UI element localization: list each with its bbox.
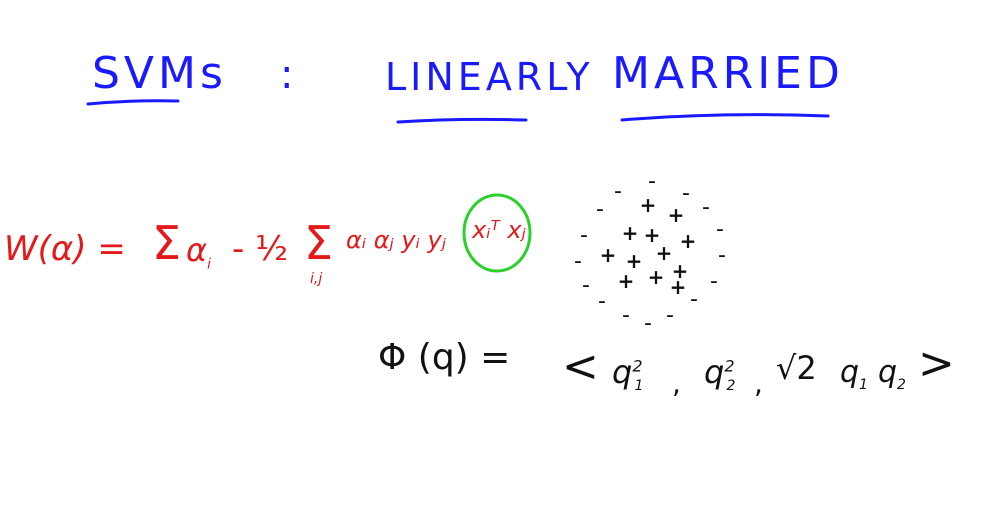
plus-mark: + [644,223,661,247]
alpha-y-terms: αᵢ αⱼ yᵢ yⱼ [346,226,446,254]
phi-close-bracket: > [918,338,955,389]
phi-component-4: q2 [878,355,906,393]
phi-component-3: q1 [840,355,868,393]
alpha-i-term: αi [186,231,211,273]
minus-mark: - [702,195,710,220]
plus-mark: + [680,229,697,253]
minus-mark: - [648,169,656,194]
title-svms-text: SVMs [92,48,227,99]
sum-symbol-2: Σ [304,216,334,270]
plus-mark: + [672,259,689,283]
underline-linearly [396,117,528,124]
phi-component-2: q22 [704,353,736,395]
title-linearly: LINEARLY [385,55,594,99]
title-svms: SVMs [92,52,227,96]
minus-mark: - [716,217,724,242]
minus-mark: - [614,179,622,204]
sum-symbol-1: Σ [152,216,182,270]
underline-married [620,113,830,122]
minus-mark: - [682,181,690,206]
plus-mark: + [656,241,673,265]
plus-mark: + [622,221,639,245]
phi-comma-2: , [754,367,763,400]
minus-mark: - [718,243,726,268]
minus-mark: - [666,303,674,328]
plus-mark: + [668,203,685,227]
minus-mark: - [582,273,590,298]
minus-mark: - [622,303,630,328]
title-colon: : [280,52,298,98]
minus-mark: - [580,223,588,248]
w-lhs: W(α) = [4,229,126,269]
highlighted-dot-product: xᵢᵀ xⱼ [472,216,526,244]
phi-open-bracket: < [562,341,599,392]
plus-mark: + [670,275,687,299]
underline-svms [86,99,180,106]
phi-component-1: q21 [612,353,644,395]
phi-comma-1: , [672,367,681,400]
sum-2-subscript: i,j [310,271,323,287]
plus-mark: + [618,269,635,293]
minus-mark: - [690,287,698,312]
phi-sqrt2: √2 [776,349,817,387]
title-married: MARRIED [612,48,844,99]
plus-mark: + [640,193,657,217]
minus-mark: - [574,249,582,274]
plus-mark: + [600,243,617,267]
minus-mark: - [596,197,604,222]
highlight-circle [462,193,532,273]
phi-lhs: Φ (q) = [378,337,511,378]
minus-half: - ½ [232,229,289,269]
plus-mark: + [648,265,665,289]
minus-mark: - [644,311,652,336]
minus-mark: - [598,289,606,314]
plus-mark: + [626,249,643,273]
minus-mark: - [710,269,718,294]
